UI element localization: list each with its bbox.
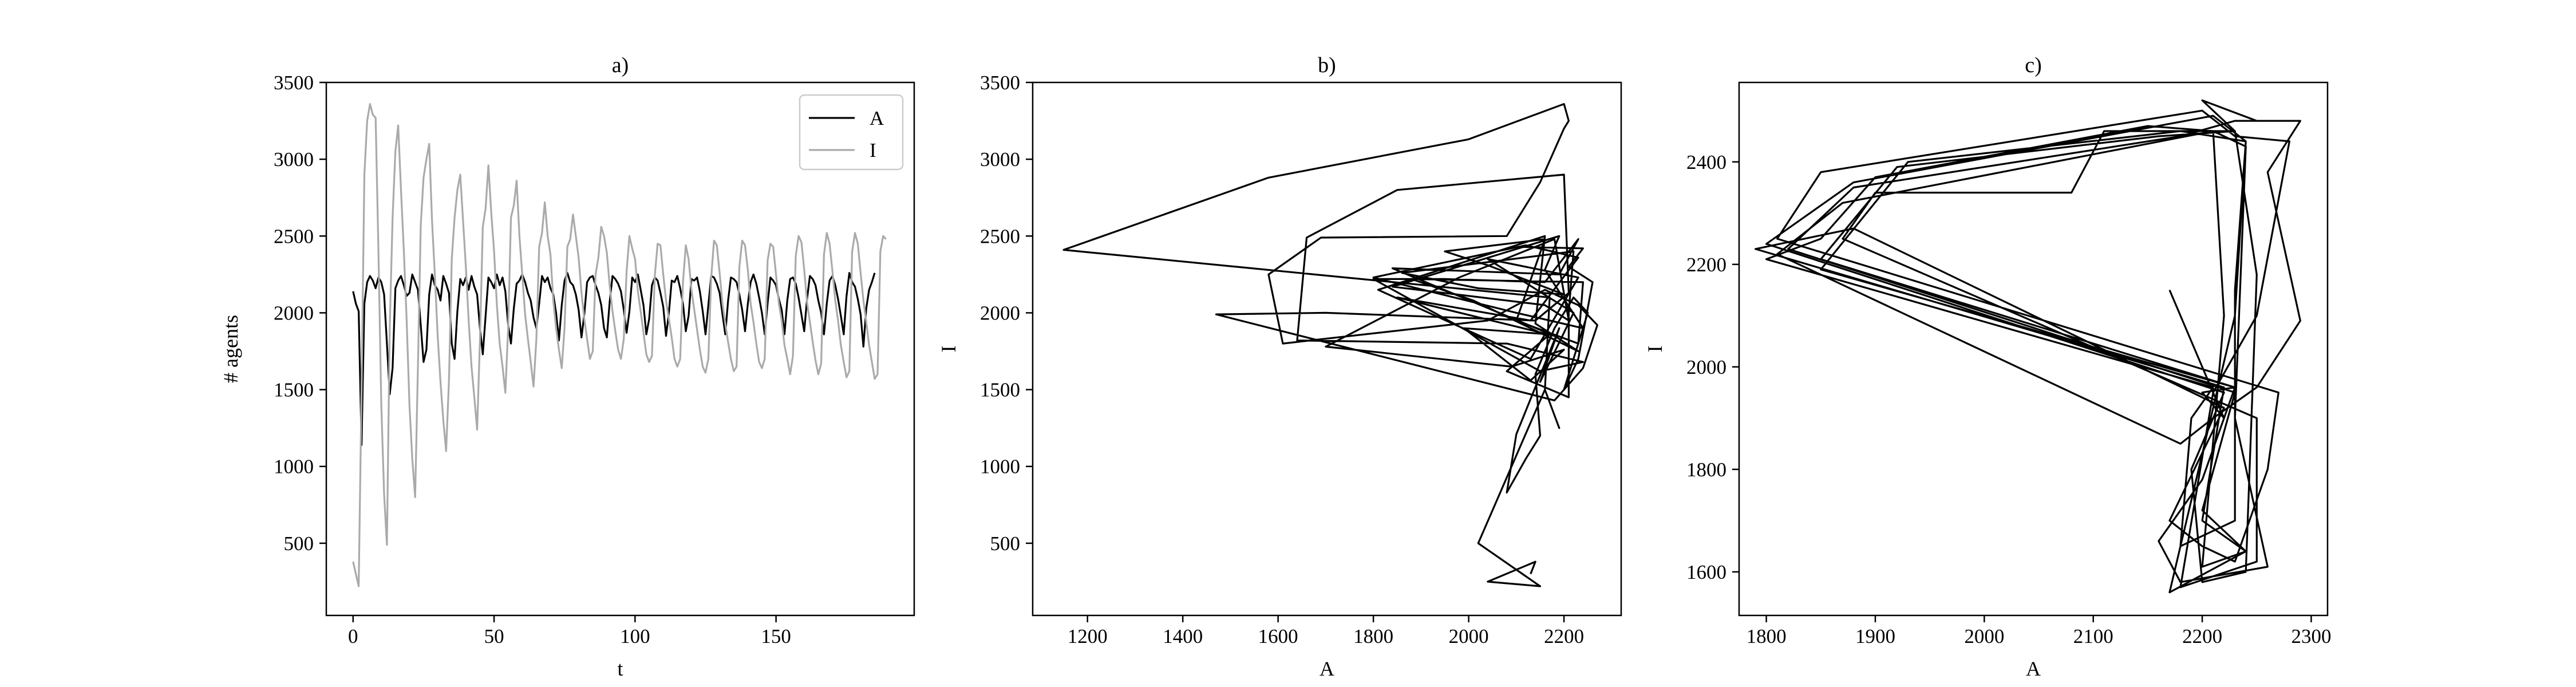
- panel-b-xtick-label: 2200: [1544, 625, 1584, 647]
- panel-c-lines: [1755, 99, 2301, 594]
- panel-b-xlabel: A: [1319, 657, 1334, 680]
- panel-a-xtick-label: 50: [484, 625, 504, 647]
- panel-b-lines: [1062, 103, 1598, 587]
- panel-c-xtick-label: 1800: [1747, 625, 1787, 647]
- panel-c-xlabel: A: [2026, 657, 2041, 680]
- panel-c-ytick-label: 1800: [1686, 459, 1726, 481]
- panel-a-series-i-line: [352, 103, 887, 587]
- panel-a-ytick-label: 2500: [274, 225, 314, 247]
- panel-b-axes-frame: [1032, 81, 1622, 617]
- panel-a-ytick-label: 2000: [274, 302, 314, 324]
- panel-a-ytick-label: 500: [284, 532, 314, 555]
- panel-c-xtick-label: 2000: [1964, 625, 2004, 647]
- panel-c-xtick-label: 2300: [2291, 625, 2331, 647]
- panel-b-xtick-label: 2000: [1449, 625, 1489, 647]
- panel-c-title: c): [2025, 53, 2042, 77]
- panel-c-xtick-label: 1900: [1855, 625, 1895, 647]
- panel-a-axes-frame: [325, 81, 915, 617]
- panel-b-ytick-label: 1000: [980, 456, 1020, 478]
- legend: AI: [799, 94, 904, 171]
- panel-c-axes-frame: [1738, 81, 2329, 617]
- panel-c: c) 1800 1900 2000 2100 2200 2300 1600 1800 2000 22…: [1643, 53, 2331, 680]
- panel-a-series-a-line: [352, 272, 876, 446]
- panel-a: a) 0 50 100 150 500 1000 1500 2000 2500 3000 3500 t #…: [219, 53, 915, 680]
- panel-c-ylabel: I: [1643, 346, 1666, 353]
- panel-a-xtick-label: 100: [620, 625, 650, 647]
- panel-a-xtick-label: 150: [761, 625, 791, 647]
- panel-b: b) 1200 1400 1600 1800 2000 2200 500 1000 1500 200…: [937, 53, 1622, 680]
- panel-a-xlabel: t: [617, 657, 623, 680]
- panel-c-series-trajectory-line: [1755, 99, 2301, 594]
- panel-b-xtick-label: 1800: [1353, 625, 1393, 647]
- panel-a-ytick-label: 3500: [274, 72, 314, 94]
- panel-b-xtick-label: 1600: [1258, 625, 1298, 647]
- panel-a-lines: [352, 103, 887, 587]
- panel-c-xtick-label: 2100: [2073, 625, 2113, 647]
- panel-a-ylabel: # agents: [219, 315, 242, 383]
- panel-b-xtick-label: 1400: [1163, 625, 1203, 647]
- panel-a-ytick-label: 1000: [274, 456, 314, 478]
- panel-c-ytick-label: 1600: [1686, 561, 1726, 583]
- legend-box: [799, 94, 904, 171]
- panel-a-title: a): [612, 53, 629, 77]
- panel-b-ytick-label: 3500: [980, 72, 1020, 94]
- panel-a-ytick-label: 1500: [274, 379, 314, 401]
- panel-c-ytick-label: 2200: [1686, 254, 1726, 276]
- panel-b-ytick-label: 2500: [980, 225, 1020, 247]
- panel-c-xtick-label: 2200: [2182, 625, 2222, 647]
- panel-b-ytick-label: 2000: [980, 302, 1020, 324]
- panel-a-xtick-label: 0: [348, 625, 358, 647]
- panel-b-series-trajectory-line: [1062, 103, 1598, 587]
- panel-b-ylabel: I: [937, 346, 960, 353]
- legend-label-i: I: [870, 139, 876, 161]
- legend-label-a: A: [870, 107, 884, 129]
- panel-a-ytick-label: 3000: [274, 148, 314, 171]
- panel-c-ytick-label: 2000: [1686, 356, 1726, 378]
- panel-b-ytick-label: 500: [990, 532, 1021, 555]
- panel-b-title: b): [1318, 53, 1336, 77]
- panel-b-xtick-label: 1200: [1068, 625, 1108, 647]
- panel-b-ytick-label: 1500: [980, 379, 1020, 401]
- panel-c-ytick-label: 2400: [1686, 151, 1726, 173]
- panel-b-ytick-label: 3000: [980, 148, 1020, 171]
